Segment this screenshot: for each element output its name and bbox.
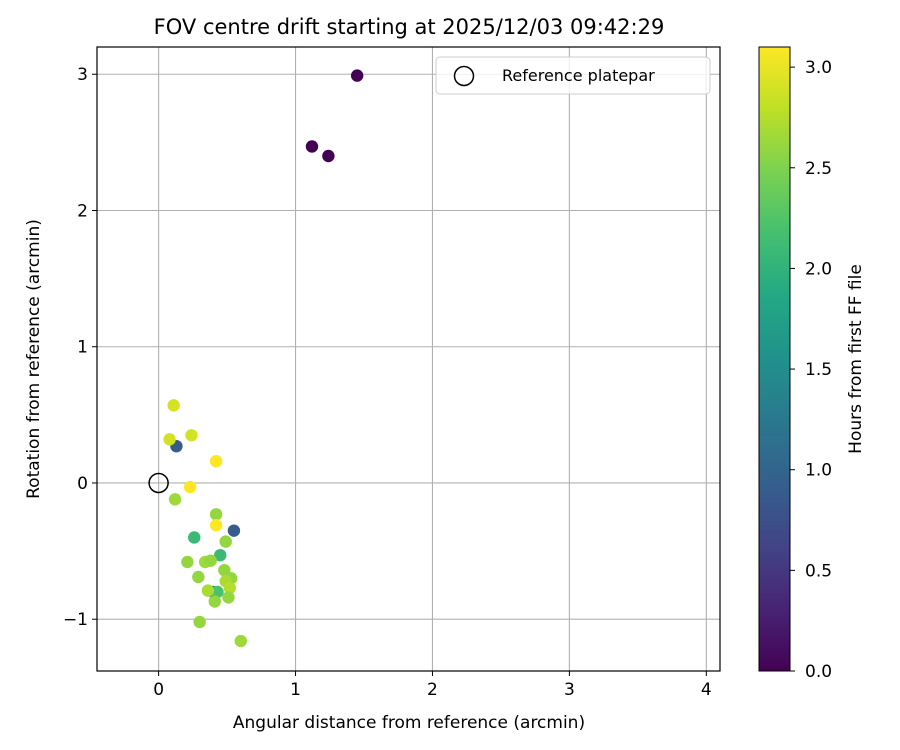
colorbar-tick-label: 3.0 <box>805 58 832 78</box>
data-point <box>222 591 235 604</box>
legend-label: Reference platepar <box>502 66 655 85</box>
chart-title: FOV centre drift starting at 2025/12/03 … <box>154 15 665 39</box>
y-tick-label: 0 <box>77 474 88 494</box>
data-point <box>209 454 223 468</box>
data-point <box>168 493 182 506</box>
legend-marker <box>453 65 475 87</box>
data-point <box>209 508 223 521</box>
y-tick-label: 1 <box>77 338 88 358</box>
y-tick-label: −1 <box>63 610 88 630</box>
y-tick-label: 2 <box>77 201 88 221</box>
x-tick-label: 2 <box>427 680 438 700</box>
data-point <box>234 634 247 648</box>
colorbar-tick-label: 1.0 <box>805 461 832 481</box>
plot-area <box>96 46 721 672</box>
data-point <box>305 140 319 153</box>
data-point <box>211 585 224 599</box>
x-tick-label: 0 <box>153 680 164 700</box>
data-point <box>185 429 198 442</box>
colorbar-gradient <box>758 46 791 672</box>
data-point <box>163 433 176 446</box>
x-tick-label: 3 <box>564 680 575 700</box>
legend-box <box>435 56 711 95</box>
data-point <box>193 615 206 629</box>
legend: Reference platepar <box>435 56 711 95</box>
colorbar-tick-label: 2.0 <box>805 259 832 279</box>
y-axis-label: Rotation from reference (arcmin) <box>24 219 44 499</box>
data-point <box>181 555 194 569</box>
colorbar-ticks: 0.0 0.5 1.0 1.5 2.0 2.5 3.0 <box>790 58 832 682</box>
colorbar-tick-label: 0.5 <box>805 561 832 581</box>
data-point <box>218 563 231 577</box>
x-axis-ticks: 0 1 2 3 4 <box>153 671 712 700</box>
colorbar-tick-label: 0.0 <box>805 662 832 682</box>
data-point <box>192 570 205 584</box>
data-point <box>204 554 217 567</box>
colorbar: 0.0 0.5 1.0 1.5 2.0 2.5 3.0 Hours from first F… <box>758 46 866 682</box>
colorbar-tick-label: 2.5 <box>805 159 832 179</box>
y-axis-ticks: −1 0 1 2 3 <box>63 65 97 630</box>
grid <box>97 47 720 671</box>
data-point <box>188 531 201 544</box>
reference-platepar-marker <box>148 472 169 494</box>
data-point <box>209 519 223 532</box>
data-point <box>350 69 364 82</box>
colorbar-label: Hours from first FF file <box>846 264 866 454</box>
data-point <box>322 149 335 163</box>
data-point <box>219 535 232 548</box>
data-point <box>223 581 237 595</box>
data-point <box>201 584 215 597</box>
data-point <box>214 548 227 562</box>
data-points <box>163 69 364 648</box>
x-axis-label: Angular distance from reference (arcmin) <box>233 713 585 733</box>
data-point <box>208 595 221 608</box>
data-point <box>167 399 180 412</box>
data-point <box>183 480 197 494</box>
y-tick-label: 3 <box>77 65 88 85</box>
x-tick-label: 4 <box>701 680 712 700</box>
colorbar-tick-label: 1.5 <box>805 360 832 380</box>
data-point <box>227 524 241 537</box>
x-tick-label: 1 <box>290 680 301 700</box>
